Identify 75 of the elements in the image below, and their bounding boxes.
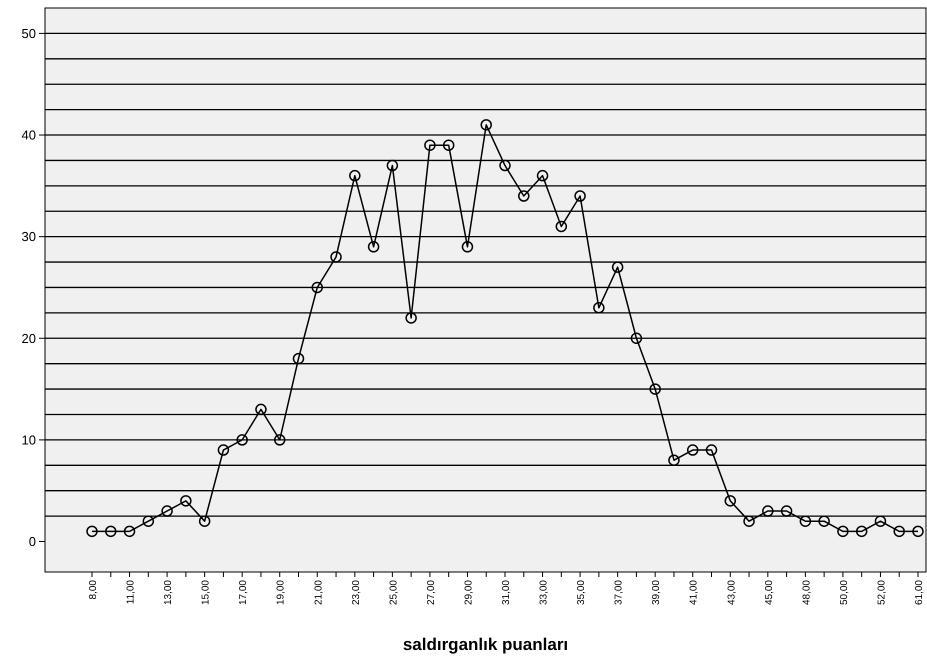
point <box>574 190 586 202</box>
y-tick-label: 40 <box>22 128 36 143</box>
x-tick-label: 11,00 <box>126 580 137 604</box>
point <box>255 404 267 416</box>
x-tick-label: 48,00 <box>801 580 812 606</box>
x-tick-label: 29,00 <box>463 580 474 606</box>
point <box>349 170 361 182</box>
x-tick-label: 31,00 <box>501 580 512 606</box>
point <box>274 434 286 446</box>
point <box>312 282 324 294</box>
x-tick-label: 23,00 <box>350 580 362 606</box>
point <box>649 383 661 395</box>
y-tick-label: 30 <box>22 229 36 244</box>
point <box>874 515 886 527</box>
point <box>762 505 774 517</box>
x-tick-label: 50,00 <box>838 580 850 606</box>
point <box>856 526 868 538</box>
x-tick-label: 39,00 <box>651 580 662 606</box>
point <box>800 515 812 527</box>
point <box>86 526 98 538</box>
point <box>743 515 755 527</box>
x-tick-label: 25,00 <box>388 580 400 606</box>
point <box>198 515 210 527</box>
point <box>499 160 511 172</box>
point <box>612 261 624 273</box>
point <box>292 352 304 364</box>
point <box>142 515 154 527</box>
point <box>706 444 718 456</box>
x-tick-label: 37,00 <box>614 580 625 606</box>
x-tick-label: 33,00 <box>538 580 550 606</box>
point <box>405 312 417 324</box>
point <box>368 241 380 253</box>
point <box>161 505 173 517</box>
x-tick-label: 35,00 <box>576 580 588 606</box>
y-tick-label: 50 <box>22 26 36 41</box>
x-axis-title: saldırganlık puanları <box>402 635 568 654</box>
point <box>105 526 117 538</box>
x-tick-label: 61,00 <box>914 580 925 606</box>
point <box>668 454 680 466</box>
point <box>442 139 454 151</box>
x-tick-label: 19,00 <box>276 580 287 606</box>
x-tick-label: 13,00 <box>163 580 174 606</box>
x-tick-label: 41,00 <box>688 580 700 606</box>
point <box>912 526 924 538</box>
point <box>236 434 248 446</box>
point <box>480 119 492 131</box>
point <box>180 495 192 507</box>
point <box>536 170 548 182</box>
x-tick-label: 27,00 <box>426 580 437 606</box>
point <box>124 526 136 538</box>
y-tick-label: 0 <box>28 534 36 550</box>
point <box>686 444 698 456</box>
point <box>386 160 398 172</box>
x-tick-label: 45,00 <box>764 580 775 606</box>
x-tick-label: 15,00 <box>200 580 212 606</box>
point <box>556 220 568 232</box>
x-tick-label: 8,00 <box>88 580 99 600</box>
point <box>462 241 474 253</box>
point <box>893 526 905 538</box>
y-tick-label: 10 <box>22 432 36 448</box>
point <box>518 190 530 202</box>
y-tick-label: 20 <box>22 330 36 346</box>
point <box>724 495 736 507</box>
point <box>330 251 342 263</box>
point <box>424 139 436 151</box>
point <box>837 526 849 538</box>
x-tick-label: 52,00 <box>876 580 888 606</box>
point <box>630 332 642 344</box>
x-tick-label: 21,00 <box>313 580 324 606</box>
point <box>780 505 792 517</box>
x-tick-label: 17,00 <box>238 580 250 606</box>
point <box>218 444 230 456</box>
point <box>593 302 605 314</box>
point <box>818 515 830 527</box>
x-tick-label: 43,00 <box>726 580 738 606</box>
